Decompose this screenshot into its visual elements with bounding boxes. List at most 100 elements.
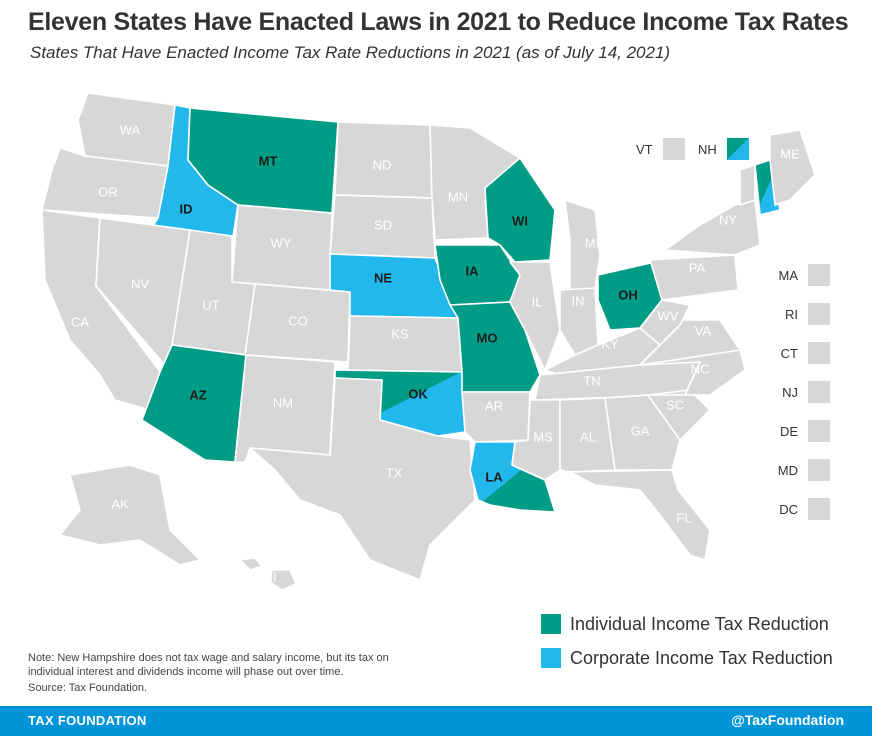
state-label-mn: MN	[448, 189, 468, 204]
state-label-ut: UT	[202, 297, 219, 312]
state-label-ak: AK	[111, 496, 129, 511]
state-il	[509, 261, 561, 371]
legend-swatch-corporate	[541, 648, 561, 668]
small-state-ct: CT	[758, 342, 830, 364]
small-state-label: DC	[779, 501, 798, 517]
state-hi	[239, 557, 297, 591]
legend-item-corporate: Corporate Income Tax Reduction	[541, 641, 833, 675]
small-state-nj: NJ	[758, 381, 830, 403]
us-map: WA OR CA ID NV MT WY UT AZ CO NM ND SD NE KS OK TX MN IA MO…	[41, 92, 816, 591]
small-state-vt: VT	[636, 138, 685, 160]
state-vt	[739, 164, 756, 206]
legend-label-corporate: Corporate Income Tax Reduction	[570, 647, 833, 668]
state-me	[769, 129, 816, 206]
state-ks	[347, 315, 463, 373]
state-label-wv: WV	[658, 308, 679, 323]
state-label-nm: NM	[273, 395, 293, 410]
state-label-nc: NC	[691, 361, 710, 376]
state-ny	[664, 199, 761, 256]
map-subtitle: States That Have Enacted Income Tax Rate…	[30, 43, 671, 62]
footer-brand: TAX FOUNDATION	[28, 713, 147, 728]
state-pa	[649, 254, 739, 301]
state-label-hi: HI	[264, 569, 277, 584]
state-label-al: AL	[580, 429, 596, 444]
state-wv	[639, 299, 691, 346]
state-fl	[569, 469, 711, 561]
small-state-label: NJ	[782, 384, 798, 400]
state-label-sd: SD	[374, 217, 392, 232]
state-label-az: AZ	[189, 387, 206, 402]
state-va	[639, 319, 741, 366]
state-wi	[484, 157, 556, 263]
small-state-swatch	[808, 420, 830, 442]
small-state-swatch	[808, 381, 830, 403]
small-state-de: DE	[758, 420, 830, 442]
map-title: Eleven States Have Enacted Laws in 2021 …	[28, 8, 849, 36]
state-ar	[461, 391, 531, 443]
state-label-ky: KY	[601, 336, 619, 351]
small-state-swatch	[726, 138, 749, 160]
footer-bar: TAX FOUNDATION @TaxFoundation	[0, 706, 872, 736]
footnote: Note: New Hampshire does not tax wage an…	[28, 652, 389, 678]
small-state-ma: MA	[758, 264, 830, 286]
source-note: Source: Tax Foundation.	[28, 682, 148, 694]
state-label-la: LA	[485, 469, 503, 484]
state-label-ia: IA	[466, 263, 480, 278]
state-label-tx: TX	[386, 465, 403, 480]
state-nh	[754, 159, 781, 216]
small-state-nh: NH	[698, 138, 749, 160]
state-label-fl: FL	[676, 510, 691, 525]
legend-swatch-individual	[541, 614, 561, 634]
state-label-ok: OK	[408, 386, 428, 401]
small-state-swatch	[662, 138, 685, 160]
small-state-label: CT	[780, 345, 798, 361]
state-label-wi: WI	[512, 213, 528, 228]
small-state-label: NH	[698, 141, 717, 157]
state-label-id: ID	[180, 201, 193, 216]
state-ak	[59, 464, 201, 566]
state-label-mi: MI	[585, 235, 599, 250]
state-label-sc: SC	[666, 397, 684, 412]
state-label-me: ME	[780, 146, 800, 161]
small-state-swatch	[808, 303, 830, 325]
state-label-wy: WY	[271, 235, 292, 250]
state-label-nd: ND	[373, 157, 392, 172]
state-label-or: OR	[98, 184, 118, 199]
state-label-il: IL	[532, 294, 543, 309]
state-label-ca: CA	[71, 314, 89, 329]
legend-label-individual: Individual Income Tax Reduction	[570, 613, 829, 634]
state-label-ne: NE	[374, 270, 392, 285]
state-label-ga: GA	[631, 423, 650, 438]
small-state-label: MA	[778, 267, 799, 283]
state-label-ms: MS	[533, 429, 553, 444]
small-state-label: MD	[777, 462, 798, 478]
state-label-nv: NV	[131, 276, 149, 291]
state-label-mo: MO	[477, 330, 498, 345]
small-state-md: MD	[758, 459, 830, 481]
small-state-label: RI	[785, 306, 798, 322]
state-label-pa: PA	[689, 260, 706, 275]
legend-item-individual: Individual Income Tax Reduction	[541, 607, 833, 641]
small-state-swatch	[808, 342, 830, 364]
state-label-in: IN	[572, 293, 585, 308]
state-tx	[249, 377, 476, 581]
small-state-swatch	[808, 498, 830, 520]
small-state-ri: RI	[758, 303, 830, 325]
state-label-oh: OH	[618, 287, 638, 302]
small-state-dc: DC	[758, 498, 830, 520]
state-label-co: CO	[288, 313, 308, 328]
small-state-swatch	[808, 264, 830, 286]
small-state-swatch	[808, 459, 830, 481]
state-az	[141, 344, 247, 463]
state-sc	[647, 389, 711, 441]
small-state-label: VT	[636, 141, 653, 157]
state-label-ar: AR	[485, 398, 503, 413]
state-label-ny: NY	[719, 212, 737, 227]
footer-handle[interactable]: @TaxFoundation	[731, 712, 844, 728]
small-state-label: DE	[779, 423, 798, 439]
state-label-wa: WA	[120, 122, 141, 137]
state-label-va: VA	[695, 323, 712, 338]
state-label-ks: KS	[391, 326, 409, 341]
legend: Individual Income Tax Reduction Corporat…	[541, 607, 833, 675]
state-label-mt: MT	[259, 153, 278, 168]
